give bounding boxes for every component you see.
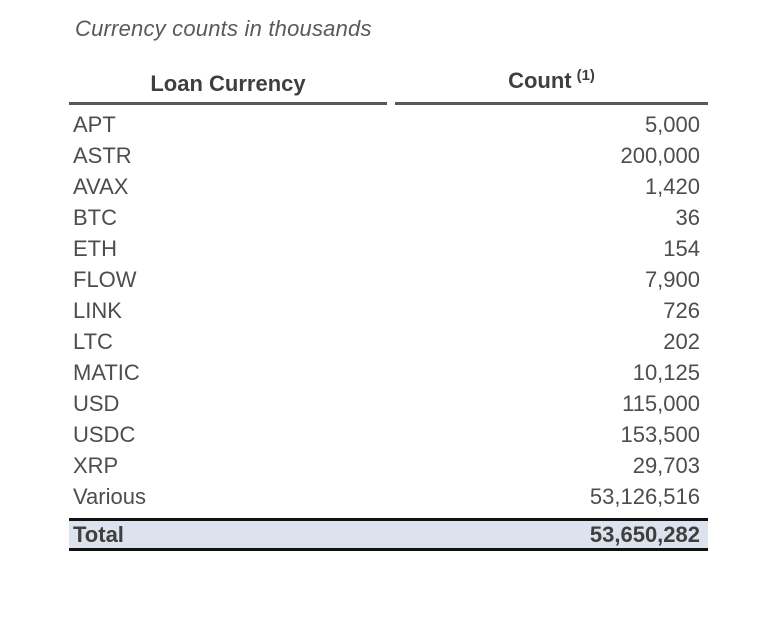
count-cell: 10,125 bbox=[632, 360, 700, 385]
currency-cell: USDC bbox=[73, 422, 136, 447]
table-row: Various 53,126,516 bbox=[69, 481, 708, 512]
currency-cell: LTC bbox=[73, 329, 113, 354]
table-row: MATIC 10,125 bbox=[69, 357, 708, 388]
count-cell: 115,000 bbox=[622, 391, 700, 416]
currency-count-table: Loan Currency Count (1) APT 5,000 ASTR 20… bbox=[69, 66, 708, 551]
count-cell: 1,420 bbox=[644, 174, 700, 199]
total-label: Total bbox=[73, 521, 124, 547]
table-row: FLOW 7,900 bbox=[69, 264, 708, 295]
table-row: AVAX 1,420 bbox=[69, 171, 708, 202]
currency-cell: USD bbox=[73, 391, 120, 416]
table-row: BTC 36 bbox=[69, 202, 708, 233]
total-row: Total 53,650,282 bbox=[69, 518, 708, 551]
table-row: USDC 153,500 bbox=[69, 419, 708, 450]
count-cell: 153,500 bbox=[620, 422, 700, 447]
document-page: Currency counts in thousands Loan Curren… bbox=[69, 16, 708, 551]
currency-cell: XRP bbox=[73, 453, 119, 478]
currency-cell: ASTR bbox=[73, 143, 132, 168]
count-cell: 726 bbox=[663, 298, 700, 323]
count-cell: 202 bbox=[663, 329, 700, 354]
table-row: ASTR 200,000 bbox=[69, 140, 708, 171]
table-row: LTC 202 bbox=[69, 326, 708, 357]
table-row: XRP 29,703 bbox=[69, 450, 708, 481]
total-value: 53,650,282 bbox=[589, 521, 700, 547]
column-header-loan-currency: Loan Currency bbox=[69, 69, 387, 105]
count-cell: 154 bbox=[663, 236, 700, 261]
count-cell: 29,703 bbox=[632, 453, 700, 478]
currency-cell: MATIC bbox=[73, 360, 140, 385]
count-cell: 36 bbox=[675, 205, 700, 230]
table-row: ETH 154 bbox=[69, 233, 708, 264]
footnote-marker: (1) bbox=[576, 67, 595, 84]
count-cell: 7,900 bbox=[644, 267, 700, 292]
currency-cell: Various bbox=[73, 484, 146, 509]
table-body: APT 5,000 ASTR 200,000 AVAX 1,420 BTC 36… bbox=[69, 105, 708, 512]
count-header-label: Count bbox=[508, 68, 572, 93]
currency-cell: FLOW bbox=[73, 267, 137, 292]
currency-cell: APT bbox=[73, 112, 116, 137]
table-row: USD 115,000 bbox=[69, 388, 708, 419]
currency-cell: ETH bbox=[73, 236, 117, 261]
count-cell: 200,000 bbox=[620, 143, 700, 168]
table-row: APT 5,000 bbox=[69, 109, 708, 140]
currency-cell: LINK bbox=[73, 298, 122, 323]
count-cell: 53,126,516 bbox=[589, 484, 700, 509]
table-row: LINK 726 bbox=[69, 295, 708, 326]
table-header-row: Loan Currency Count (1) bbox=[69, 66, 708, 105]
column-header-count: Count (1) bbox=[395, 66, 708, 105]
table-title: Currency counts in thousands bbox=[75, 16, 372, 41]
currency-cell: AVAX bbox=[73, 174, 129, 199]
currency-cell: BTC bbox=[73, 205, 117, 230]
count-cell: 5,000 bbox=[644, 112, 700, 137]
